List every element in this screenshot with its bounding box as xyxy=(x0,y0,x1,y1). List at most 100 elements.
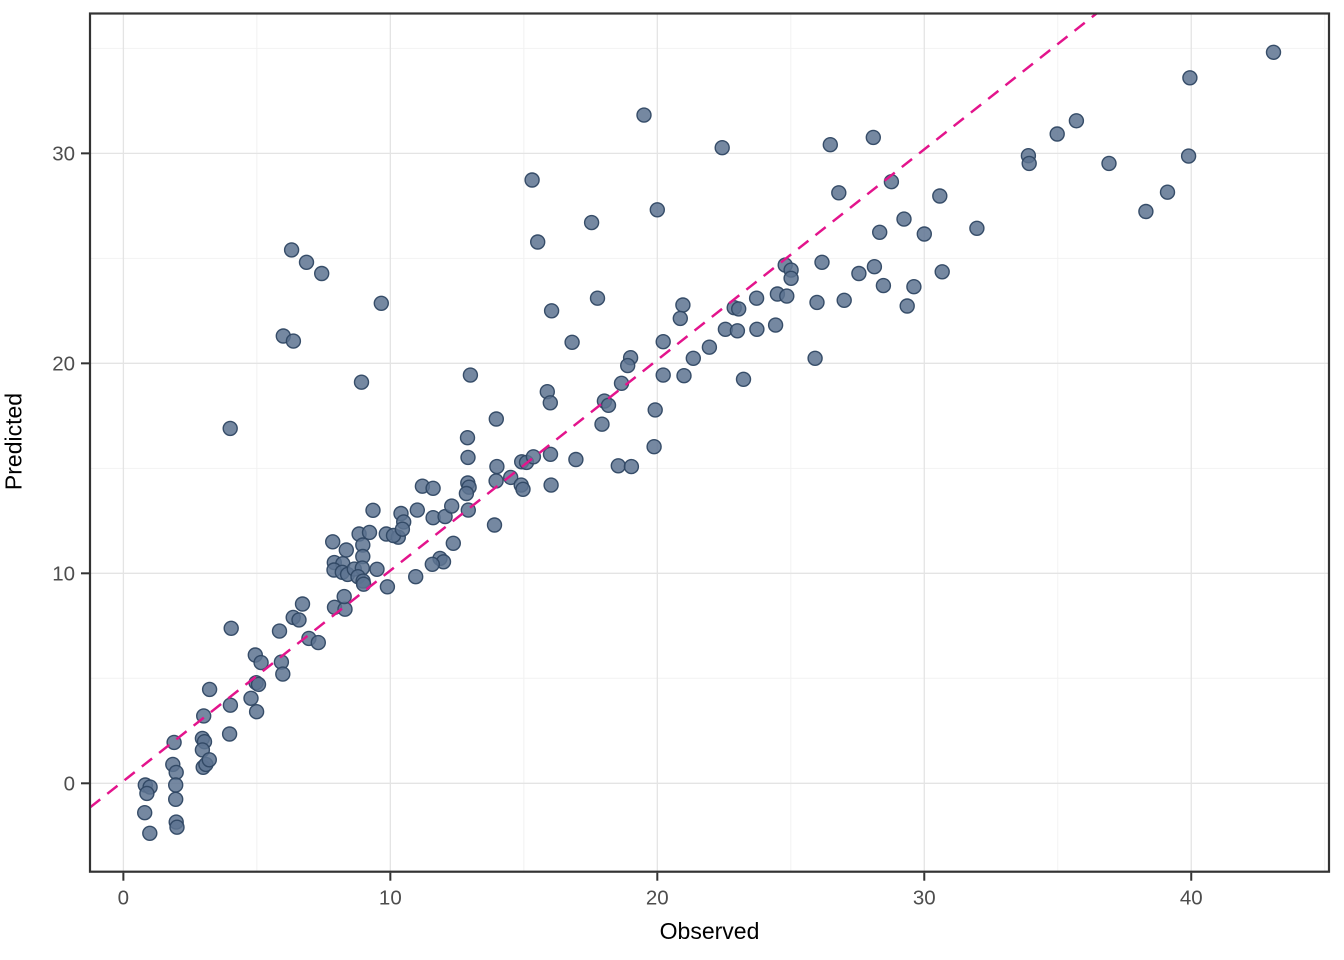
data-point xyxy=(1021,155,1037,172)
data-point xyxy=(394,521,411,537)
data-point xyxy=(294,596,311,612)
data-point xyxy=(425,480,441,496)
data-point xyxy=(701,339,718,355)
data-point xyxy=(1138,203,1154,220)
data-point xyxy=(1159,184,1176,200)
data-point xyxy=(462,367,479,383)
data-point xyxy=(865,129,881,146)
y-axis-title: Predicted xyxy=(0,392,27,491)
data-point xyxy=(167,777,184,793)
data-point xyxy=(714,139,730,156)
data-point xyxy=(814,254,830,270)
data-point xyxy=(916,226,932,242)
data-point xyxy=(285,333,302,349)
data-point xyxy=(486,517,503,533)
data-point xyxy=(899,298,915,314)
panel-border xyxy=(88,12,1331,873)
data-point xyxy=(275,666,291,682)
data-point xyxy=(969,220,985,237)
y-tick-label: 30 xyxy=(52,142,75,165)
data-point xyxy=(779,288,795,304)
y-tick-label: 0 xyxy=(64,772,75,795)
data-point xyxy=(459,430,476,446)
data-point xyxy=(243,690,259,706)
data-point xyxy=(589,290,606,306)
y-tick-label: 10 xyxy=(52,562,75,585)
data-point xyxy=(361,524,378,541)
data-point xyxy=(735,371,752,387)
data-point xyxy=(583,214,600,231)
data-point xyxy=(822,136,838,153)
data-point xyxy=(373,295,389,311)
data-point xyxy=(610,458,626,474)
data-point xyxy=(676,368,692,384)
data-point xyxy=(851,265,867,282)
data-point xyxy=(338,542,354,558)
x-tick-label: 0 xyxy=(118,887,129,910)
data-point xyxy=(298,254,315,270)
data-point xyxy=(488,411,504,427)
data-point xyxy=(222,420,238,437)
data-point xyxy=(408,569,424,585)
data-point xyxy=(444,498,460,514)
data-point xyxy=(314,265,330,282)
data-point xyxy=(424,556,440,572)
data-point xyxy=(620,357,636,374)
data-point xyxy=(866,259,883,275)
data-point xyxy=(655,367,671,383)
data-point xyxy=(647,402,663,418)
data-point xyxy=(672,310,688,327)
data-point xyxy=(731,301,747,317)
panel-background xyxy=(90,13,1329,872)
data-point xyxy=(223,620,239,636)
data-point xyxy=(1265,44,1282,60)
x-tick-label: 40 xyxy=(1180,887,1203,910)
data-point xyxy=(201,681,218,698)
x-axis-title: Observed xyxy=(659,918,760,944)
data-point xyxy=(530,234,546,250)
data-point xyxy=(685,350,701,366)
data-point xyxy=(409,502,425,518)
data-point xyxy=(932,188,948,204)
data-point xyxy=(253,654,269,671)
data-point xyxy=(1180,148,1197,164)
data-point xyxy=(336,588,352,605)
data-point xyxy=(767,317,784,333)
data-point xyxy=(675,297,691,313)
data-point xyxy=(142,825,158,841)
data-point xyxy=(168,764,184,781)
x-tick-label: 30 xyxy=(913,887,936,910)
data-point xyxy=(831,185,847,201)
data-point xyxy=(749,321,765,337)
data-point xyxy=(291,612,307,628)
data-point xyxy=(201,752,218,768)
data-point xyxy=(543,303,560,319)
data-point xyxy=(310,634,326,651)
reference-dashed-line xyxy=(89,12,1098,809)
data-point xyxy=(1049,126,1065,142)
data-point xyxy=(543,477,559,493)
data-point xyxy=(568,451,584,468)
data-point xyxy=(369,561,385,577)
data-point xyxy=(221,726,238,742)
data-point xyxy=(365,502,381,518)
data-point xyxy=(649,202,665,218)
data-point xyxy=(139,785,155,802)
data-point xyxy=(1182,70,1198,86)
data-point xyxy=(325,534,341,550)
data-point xyxy=(250,676,267,693)
data-point xyxy=(836,292,852,308)
data-point xyxy=(1068,113,1085,129)
data-point xyxy=(600,397,617,413)
data-point xyxy=(222,697,239,713)
data-point xyxy=(594,416,610,432)
data-point xyxy=(460,449,476,466)
data-point xyxy=(524,172,540,188)
x-tick-label: 10 xyxy=(379,887,402,910)
data-point xyxy=(872,224,888,241)
data-point xyxy=(655,334,671,350)
data-point xyxy=(636,107,652,123)
data-point xyxy=(515,481,531,497)
data-point xyxy=(379,579,396,595)
